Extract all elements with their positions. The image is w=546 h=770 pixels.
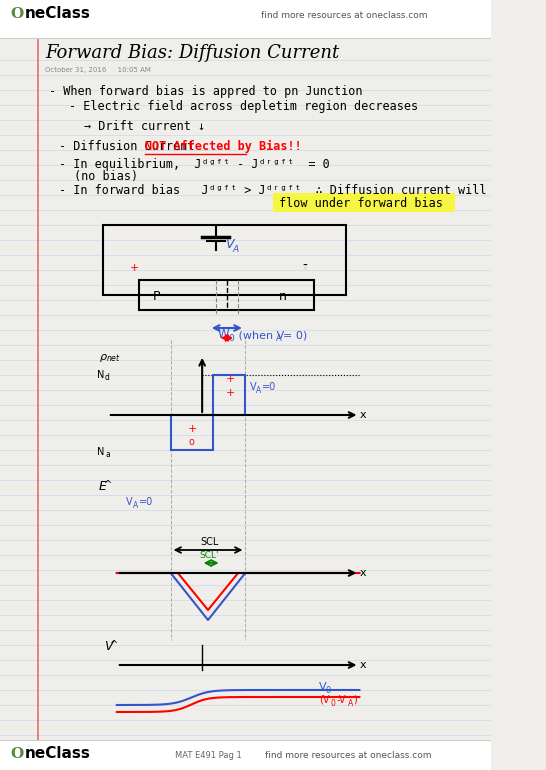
Text: 0: 0 bbox=[325, 686, 330, 695]
Text: +: + bbox=[129, 263, 139, 273]
Bar bbox=[0, 0, 490, 38]
Text: (when V: (when V bbox=[235, 330, 284, 340]
Text: a: a bbox=[105, 450, 110, 459]
Text: (no bias): (no bias) bbox=[74, 170, 138, 183]
Text: V: V bbox=[224, 238, 233, 251]
Text: A: A bbox=[133, 501, 138, 510]
Text: N: N bbox=[97, 370, 104, 380]
Text: E: E bbox=[99, 480, 106, 493]
Bar bbox=[103, 225, 346, 295]
Text: $\rho_{net}$: $\rho_{net}$ bbox=[99, 352, 121, 364]
Text: W: W bbox=[218, 328, 229, 341]
Text: O: O bbox=[11, 747, 24, 761]
Text: find more resources at oneclass.com: find more resources at oneclass.com bbox=[260, 11, 427, 20]
Text: - Electric field across depletim region decreases: - Electric field across depletim region … bbox=[69, 100, 418, 113]
Text: → Drift current ↓: → Drift current ↓ bbox=[84, 120, 205, 133]
Text: - Diffusion Current: - Diffusion Current bbox=[59, 140, 201, 153]
Text: V: V bbox=[104, 640, 112, 653]
Text: +: + bbox=[225, 388, 235, 398]
Text: P: P bbox=[153, 290, 160, 303]
Text: October 31, 2016     10:05 AM: October 31, 2016 10:05 AM bbox=[45, 67, 151, 73]
Text: A: A bbox=[256, 386, 262, 395]
Text: =0: =0 bbox=[139, 497, 153, 507]
Text: d: d bbox=[105, 373, 110, 382]
Text: = 0): = 0) bbox=[283, 330, 307, 340]
Text: ^: ^ bbox=[104, 480, 112, 490]
Text: -: - bbox=[302, 259, 307, 273]
Text: O: O bbox=[11, 7, 24, 21]
Text: SCL: SCL bbox=[201, 537, 219, 547]
Text: A: A bbox=[348, 699, 353, 708]
Text: Forward Bias: Diffusion Current: Forward Bias: Diffusion Current bbox=[45, 44, 339, 62]
Text: MAT E491 Pag 1: MAT E491 Pag 1 bbox=[175, 751, 242, 760]
Text: A: A bbox=[276, 334, 282, 343]
Text: neClass: neClass bbox=[25, 746, 91, 761]
Text: (V: (V bbox=[319, 695, 329, 705]
Text: - In equilibrium,  Jᵈᶢᶠᵗ - Jᵈʳᶢᶠᵗ  = 0: - In equilibrium, Jᵈᶢᶠᵗ - Jᵈʳᶢᶠᵗ = 0 bbox=[59, 158, 330, 171]
Text: +: + bbox=[188, 424, 198, 434]
Text: x: x bbox=[359, 660, 366, 670]
Text: neClass: neClass bbox=[25, 6, 91, 21]
Text: - When forward bias is appred to pn Junction: - When forward bias is appred to pn Junc… bbox=[50, 85, 363, 98]
Text: V: V bbox=[126, 497, 133, 507]
Text: SCL': SCL' bbox=[199, 551, 218, 560]
Text: o: o bbox=[188, 437, 194, 447]
Bar bbox=[139, 280, 314, 310]
Text: x: x bbox=[359, 410, 366, 420]
Text: A: A bbox=[233, 245, 239, 254]
Text: ^: ^ bbox=[110, 640, 118, 650]
Text: ): ) bbox=[353, 695, 357, 705]
Text: - In forward bias   Jᵈᶢᶠᵗ > Jᵈʳᶢᶠᵗ  ∴ Diffusion current will: - In forward bias Jᵈᶢᶠᵗ > Jᵈʳᶢᶠᵗ ∴ Diffu… bbox=[59, 184, 486, 197]
Text: n: n bbox=[278, 290, 287, 303]
Text: =0: =0 bbox=[262, 382, 277, 392]
Text: +: + bbox=[225, 374, 235, 384]
FancyBboxPatch shape bbox=[272, 193, 455, 213]
Text: find more resources at oneclass.com: find more resources at oneclass.com bbox=[265, 751, 431, 760]
Text: N: N bbox=[97, 447, 104, 457]
Text: flow under forward bias: flow under forward bias bbox=[278, 197, 442, 210]
Text: NOT Affected by Bias!!: NOT Affected by Bias!! bbox=[145, 140, 302, 153]
Bar bbox=[213, 375, 245, 415]
Text: V: V bbox=[319, 682, 327, 692]
Text: -V: -V bbox=[336, 695, 346, 705]
Text: 0: 0 bbox=[331, 699, 335, 708]
Text: V: V bbox=[250, 382, 257, 392]
Text: x: x bbox=[359, 568, 366, 578]
Bar bbox=[0, 740, 490, 770]
Text: 0: 0 bbox=[229, 334, 234, 343]
Bar bbox=[171, 415, 213, 450]
